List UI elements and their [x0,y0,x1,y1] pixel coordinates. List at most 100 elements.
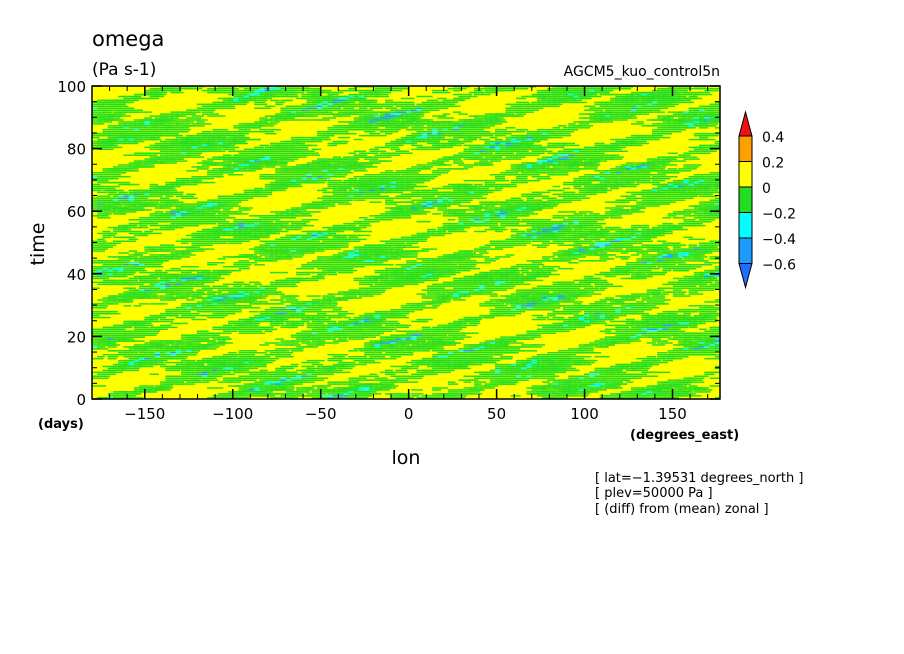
heatmap-cell [589,150,599,153]
heatmap-cell [97,117,108,119]
heatmap-cell [306,107,317,109]
heatmap-cell [573,127,590,129]
heatmap-cell [254,168,262,170]
heatmap-cell [709,177,720,180]
heatmap-cell [149,183,159,186]
heatmap-cell [358,134,375,137]
heatmap-cell [275,242,284,244]
heatmap-cell [426,99,439,102]
heatmap-cell [390,183,401,186]
heatmap-cell [463,250,473,252]
heatmap-cell [97,99,108,102]
heatmap-cell [400,213,410,215]
heatmap-cell [589,236,599,239]
heatmap-cell [390,111,401,113]
heatmap-cell [374,174,384,176]
heatmap-cell [683,248,693,250]
heatmap-cell [149,132,158,135]
heatmap-cell [311,207,329,209]
heatmap-cell [144,201,160,203]
heatmap-cell [238,207,248,209]
heatmap-cell [416,234,426,237]
heatmap-cell [97,185,110,188]
heatmap-cell [364,166,372,168]
heatmap-cell [217,230,226,233]
heatmap-cell [468,224,486,227]
heatmap-cell [557,91,567,94]
heatmap-cell [693,248,705,250]
heatmap-cell [317,101,326,104]
heatmap-cell [657,156,666,158]
heatmap-cell [557,220,567,223]
heatmap-cell [552,193,566,196]
heatmap-cell [259,117,268,119]
heatmap-cell [484,217,494,219]
heatmap-cell [583,183,594,186]
heatmap-cell [160,162,177,164]
heatmap-cell [557,160,567,162]
heatmap-cell [714,142,720,145]
heatmap-cell [489,203,507,205]
heatmap-cell [536,226,546,229]
heatmap-cell [332,234,341,237]
heatmap-cell [453,162,465,164]
heatmap-cell [259,222,270,225]
heatmap-cell [217,134,227,137]
heatmap-cell [620,140,636,143]
heatmap-cell [160,115,170,117]
heatmap-cell [196,150,207,153]
heatmap-cell [358,119,370,121]
heatmap-cell [557,256,570,258]
heatmap-cell [510,211,519,213]
heatmap-cell [631,248,639,250]
heatmap-cell [683,252,693,254]
heatmap-cell [573,93,583,96]
heatmap-cell [662,160,672,162]
heatmap-cell [217,172,227,174]
heatmap-cell [144,246,162,248]
heatmap-cell [688,224,706,227]
heatmap-cell [667,215,677,217]
heatmap-cell [285,140,300,143]
heatmap-cell [97,217,111,219]
heatmap-cell [494,246,514,248]
heatmap-cell [646,99,655,102]
heatmap-cell [233,211,243,213]
heatmap-cell [322,238,333,241]
heatmap-cell [568,97,577,100]
heatmap-cell [583,109,594,111]
heatmap-cell [484,183,504,186]
heatmap-cell [552,103,563,106]
heatmap-cell [170,158,183,160]
heatmap-cell [536,222,546,225]
heatmap-cell [212,211,221,213]
heatmap-cell [604,213,615,215]
heatmap-cell [709,185,720,188]
heatmap-cell [369,132,381,135]
heatmap-cell [207,91,219,94]
heatmap-cell [646,174,656,176]
heatmap-cell [552,127,561,129]
heatmap-cell [327,234,338,237]
heatmap-cell [201,244,213,246]
heatmap-cell [589,191,608,194]
heatmap-cell [186,144,197,147]
heatmap-cell [102,197,112,199]
heatmap-cell [269,95,289,98]
heatmap-cell [688,95,698,98]
heatmap-cell [484,181,496,184]
heatmap-cell [280,174,290,176]
heatmap-cell [463,119,472,121]
heatmap-cell [264,220,274,223]
heatmap-cell [589,222,607,225]
heatmap-cell [97,179,108,182]
heatmap-cell [484,121,494,123]
heatmap-cell [406,111,415,113]
heatmap-cell [390,238,406,241]
heatmap-cell [358,234,371,237]
heatmap-cell [133,207,145,209]
heatmap-cell [327,248,341,250]
heatmap-cell [327,93,339,96]
heatmap-cell [212,164,231,166]
heatmap-cell [92,144,103,147]
